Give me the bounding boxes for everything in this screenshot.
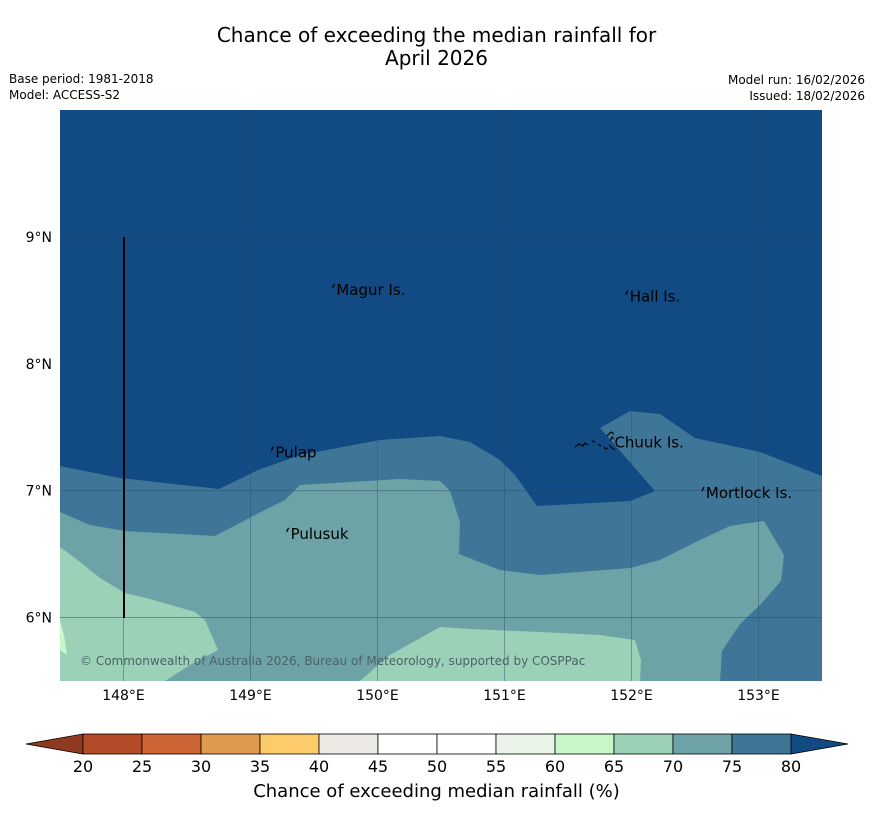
meta-right: Model run: 16/02/2026 Issued: 18/02/2026 <box>728 72 865 104</box>
island-marker <box>331 283 335 289</box>
colorbar-segment <box>141 733 202 755</box>
lat-tick-label: 8°N <box>26 357 52 373</box>
colorbar-level-label: 40 <box>308 757 330 776</box>
colorbar-segment <box>436 733 497 755</box>
island-marker <box>270 446 274 451</box>
contour-60-65-south <box>360 627 641 681</box>
place-labels: Magur Is. Hall Is. Pulap Chuuk Is. Mortlock … <box>270 281 792 543</box>
contour-65-70 <box>60 479 784 681</box>
colorbar-segment <box>613 733 674 755</box>
colorbar-under-arrow <box>25 733 84 755</box>
lon-tick-label: 152°E <box>610 688 653 704</box>
longitude-tick-labels: 148°E 149°E 150°E 151°E 152°E 153°E <box>102 688 780 704</box>
colorbar-segment <box>672 733 733 755</box>
chart-title-line1: Chance of exceeding the median rainfall … <box>216 23 657 47</box>
place-label: Pulusuk <box>291 525 349 543</box>
copyright-notice: © Commonwealth of Australia 2026, Bureau… <box>80 654 585 668</box>
place-label: Hall Is. <box>630 288 681 306</box>
lat-tick-label: 9°N <box>26 230 52 246</box>
issued-date: Issued: 18/02/2026 <box>749 89 865 103</box>
colorbar-segment <box>731 733 792 755</box>
colorbar-level-label: 30 <box>190 757 212 776</box>
island-marker <box>609 436 614 441</box>
base-period: Base period: 1981-2018 <box>9 72 154 86</box>
island-marker <box>286 527 290 533</box>
colorbar-level-label: 65 <box>603 757 625 776</box>
map-panel: Magur Is. Hall Is. Pulap Chuuk Is. Mortlock … <box>60 110 822 681</box>
colorbar-title: Chance of exceeding median rainfall (%) <box>253 781 620 802</box>
colorbar-level-label: 25 <box>131 757 153 776</box>
island-marker <box>701 486 705 492</box>
colorbar-level-label: 45 <box>367 757 389 776</box>
colorbar-level-label: 55 <box>485 757 507 776</box>
chuuk-lagoon-outline <box>574 431 616 451</box>
colorbar-level-label: 70 <box>662 757 684 776</box>
island-marker <box>625 290 629 295</box>
colorbar-level-label: 80 <box>780 757 802 776</box>
meta-left: Base period: 1981-2018 Model: ACCESS-S2 <box>9 71 154 103</box>
colorbar <box>25 733 849 755</box>
chart-title-line2: April 2026 <box>385 46 488 70</box>
lon-tick-label: 148°E <box>102 688 145 704</box>
lon-tick-label: 151°E <box>483 688 526 704</box>
colorbar-level-label: 60 <box>544 757 566 776</box>
place-label: Mortlock Is. <box>706 484 792 502</box>
contour-60-65 <box>60 547 218 681</box>
lat-tick-label: 6°N <box>26 611 52 627</box>
latitude-tick-labels: 6°N 7°N 8°N 9°N <box>26 230 52 627</box>
colorbar-segment <box>495 733 556 755</box>
colorbar-segment <box>259 733 320 755</box>
colorbar-segment <box>200 733 261 755</box>
colorbar-segment <box>377 733 438 755</box>
place-label: Pulap <box>275 444 316 462</box>
place-label: Magur Is. <box>336 281 405 299</box>
gridlines <box>60 110 822 681</box>
contour-55-60 <box>60 620 67 655</box>
model-run: Model run: 16/02/2026 <box>727 73 865 87</box>
lon-tick-label: 153°E <box>737 688 780 704</box>
colorbar-segment <box>554 733 615 755</box>
colorbar-level-label: 20 <box>72 757 94 776</box>
colorbar-level-label: 35 <box>249 757 271 776</box>
colorbar-over-arrow <box>790 733 849 755</box>
lat-tick-label: 7°N <box>26 484 52 500</box>
place-label: Chuuk Is. <box>614 433 683 451</box>
colorbar-level-label: 75 <box>721 757 743 776</box>
colorbar-segment <box>318 733 379 755</box>
colorbar-segment <box>82 733 143 755</box>
model-name: Model: ACCESS-S2 <box>9 88 121 102</box>
islands <box>574 431 616 451</box>
lon-tick-label: 150°E <box>356 688 399 704</box>
colorbar-level-label: 50 <box>426 757 448 776</box>
lon-tick-label: 149°E <box>229 688 272 704</box>
